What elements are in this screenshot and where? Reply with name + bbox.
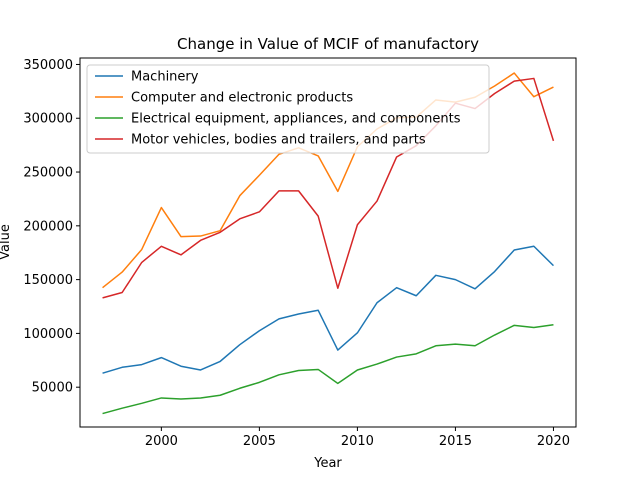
y-tick-label-4: 200000 bbox=[23, 219, 73, 234]
y-axis: 50000 100000 150000 200000 250000 300000 35000… bbox=[23, 58, 80, 396]
y-tick-label-1: 50000 bbox=[32, 381, 73, 396]
x-axis-label: Year bbox=[313, 456, 342, 471]
x-tick-label-2: 2005 bbox=[243, 434, 276, 449]
x-tick-label-3: 2010 bbox=[341, 434, 374, 449]
x-tick-label-1: 2000 bbox=[145, 434, 178, 449]
legend-label-2: Computer and electronic products bbox=[131, 91, 353, 106]
series-layer bbox=[102, 72, 555, 415]
y-tick-label-6: 300000 bbox=[23, 112, 73, 127]
y-tick-label-5: 250000 bbox=[23, 166, 73, 181]
x-tick-label-5: 2020 bbox=[537, 434, 570, 449]
y-tick-label-3: 150000 bbox=[23, 273, 73, 288]
series-line-3 bbox=[102, 324, 554, 415]
legend-label-3: Electrical equipment, appliances, and co… bbox=[131, 112, 461, 127]
y-tick-label-2: 100000 bbox=[23, 327, 73, 342]
plot-frame bbox=[79, 57, 577, 428]
series-line-1 bbox=[102, 245, 554, 374]
legend-label-4: Motor vehicles, bodies and trailers, and… bbox=[131, 133, 426, 148]
legend: Machinery Computer and electronic product… bbox=[86, 64, 490, 154]
x-axis: 2000 2005 2010 2015 2020 bbox=[145, 427, 570, 449]
chart-title: Change in Value of MCIF of manufactory bbox=[177, 35, 479, 53]
y-axis-label: Value bbox=[0, 224, 13, 260]
x-tick-label-4: 2015 bbox=[439, 434, 472, 449]
legend-box bbox=[86, 64, 490, 154]
legend-label-1: Machinery bbox=[131, 70, 199, 85]
y-tick-label-7: 350000 bbox=[23, 58, 73, 73]
